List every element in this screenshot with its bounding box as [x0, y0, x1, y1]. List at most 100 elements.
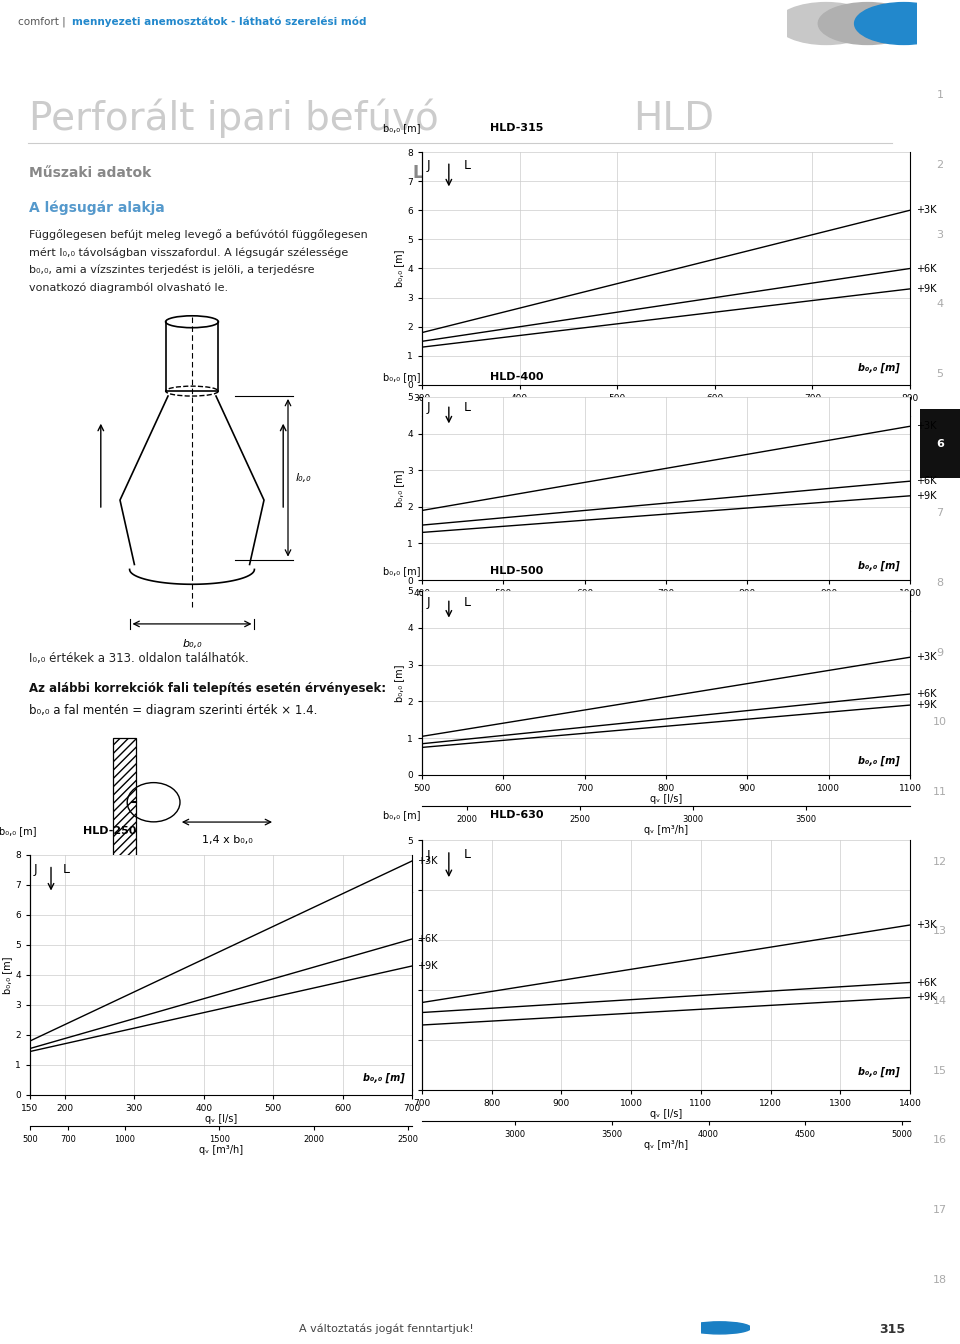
Text: b₀,₀, ami a vízszintes terjedést is jelöli, a terjedésre: b₀,₀, ami a vízszintes terjedést is jelö…	[29, 265, 314, 276]
Text: 15: 15	[933, 1066, 947, 1075]
X-axis label: qᵥ [l/s]: qᵥ [l/s]	[650, 599, 683, 609]
Text: J: J	[427, 848, 430, 862]
Text: +9K: +9K	[916, 700, 936, 710]
Text: 7: 7	[936, 508, 944, 519]
Text: L: L	[464, 595, 470, 609]
Text: Perforált ipari befúvó: Perforált ipari befúvó	[29, 99, 439, 138]
Text: L: L	[464, 402, 470, 414]
Text: 9: 9	[936, 648, 944, 657]
Text: 315: 315	[879, 1322, 905, 1336]
Text: b₀,₀ [m]: b₀,₀ [m]	[858, 755, 900, 766]
Text: J: J	[427, 595, 430, 609]
Text: Függőlegesen befújt meleg levegő a befúvótól függőlegesen: Függőlegesen befújt meleg levegő a befúv…	[29, 228, 368, 241]
Text: J: J	[427, 160, 430, 172]
X-axis label: qᵥ [l/s]: qᵥ [l/s]	[204, 1114, 237, 1125]
Y-axis label: b₀,₀ [m]: b₀,₀ [m]	[3, 956, 12, 993]
Text: 11: 11	[933, 788, 947, 797]
Text: 13: 13	[933, 926, 947, 937]
Text: vonatkozó diagramból olvasható le.: vonatkozó diagramból olvasható le.	[29, 282, 228, 293]
Text: HLD-250: HLD-250	[84, 825, 137, 836]
Bar	[113, 738, 136, 867]
X-axis label: qᵥ [m³/h]: qᵥ [m³/h]	[199, 1145, 243, 1154]
Text: HLD-630: HLD-630	[491, 810, 543, 820]
X-axis label: qᵥ [l/s]: qᵥ [l/s]	[650, 1109, 683, 1120]
Text: +6K: +6K	[417, 934, 437, 943]
Text: 18: 18	[933, 1274, 947, 1285]
Text: 1: 1	[936, 90, 944, 101]
Text: 3: 3	[936, 230, 944, 239]
Text: Műszaki adatok: Műszaki adatok	[29, 167, 151, 180]
X-axis label: qᵥ [m³/h]: qᵥ [m³/h]	[644, 630, 688, 640]
Text: b₀,₀ [m]: b₀,₀ [m]	[383, 124, 420, 133]
Text: 12: 12	[933, 856, 947, 867]
X-axis label: qᵥ [m³/h]: qᵥ [m³/h]	[644, 435, 688, 445]
Y-axis label: b₀,₀ [m]: b₀,₀ [m]	[395, 946, 404, 984]
Text: b₀,₀ [m]: b₀,₀ [m]	[858, 363, 900, 374]
Text: Lindab: Lindab	[749, 1322, 790, 1333]
Text: +9K: +9K	[916, 992, 936, 1003]
Text: b₀,₀ [m]: b₀,₀ [m]	[0, 825, 36, 836]
Text: +6K: +6K	[916, 689, 936, 699]
Circle shape	[854, 3, 953, 44]
Text: b₀,₀ [m]: b₀,₀ [m]	[858, 1067, 900, 1078]
Text: 16: 16	[933, 1136, 947, 1145]
Text: HLD-500: HLD-500	[491, 566, 543, 577]
Text: Légsugár, Függőleges: Légsugár, Függőleges	[413, 164, 616, 183]
Text: mért I₀,₀ távolságban visszafordul. A légsugár szélessége: mért I₀,₀ távolságban visszafordul. A lé…	[29, 247, 348, 258]
Text: L: L	[464, 160, 470, 172]
Text: 5: 5	[936, 370, 944, 379]
Circle shape	[688, 1322, 751, 1333]
Text: I₀,₀ értékek a 313. oldalon találhatók.: I₀,₀ értékek a 313. oldalon találhatók.	[29, 652, 249, 665]
Text: +6K: +6K	[916, 977, 936, 988]
Text: J: J	[427, 402, 430, 414]
Text: b₀,₀ a fal mentén = diagram szerinti érték × 1.4.: b₀,₀ a fal mentén = diagram szerinti ért…	[29, 704, 317, 716]
Text: Az alábbi korrekciók fali telepítés esetén érvényesek:: Az alábbi korrekciók fali telepítés eset…	[29, 681, 386, 695]
Text: b₀,₀ [m]: b₀,₀ [m]	[383, 372, 420, 382]
Text: b₀,₀ [m]: b₀,₀ [m]	[363, 1073, 404, 1083]
Y-axis label: b₀,₀ [m]: b₀,₀ [m]	[395, 250, 404, 288]
Text: A változtatás jogát fenntartjuk!: A változtatás jogát fenntartjuk!	[299, 1324, 473, 1335]
Text: +3K: +3K	[417, 856, 437, 866]
Text: 17: 17	[933, 1206, 947, 1215]
Text: 1,4 x b₀,₀: 1,4 x b₀,₀	[202, 835, 252, 845]
Text: HLD-315: HLD-315	[491, 124, 543, 133]
Circle shape	[672, 1318, 767, 1337]
Circle shape	[818, 3, 917, 44]
Text: 6: 6	[936, 438, 944, 449]
Y-axis label: b₀,₀ [m]: b₀,₀ [m]	[395, 664, 404, 702]
Text: b₀,₀: b₀,₀	[182, 638, 202, 649]
Y-axis label: b₀,₀ [m]: b₀,₀ [m]	[395, 470, 404, 507]
Text: +3K: +3K	[916, 921, 936, 930]
Text: +3K: +3K	[916, 652, 936, 663]
Text: 14: 14	[933, 996, 947, 1005]
Text: +9K: +9K	[916, 491, 936, 501]
Text: L: L	[464, 848, 470, 862]
Text: +3K: +3K	[916, 421, 936, 431]
Text: J: J	[34, 863, 37, 876]
Text: b₀,₀ [m]: b₀,₀ [m]	[383, 810, 420, 820]
Circle shape	[777, 3, 876, 44]
Text: A légsugár alakja: A légsugár alakja	[29, 200, 164, 215]
Text: b₀,₀ [m]: b₀,₀ [m]	[383, 566, 420, 577]
Text: +9K: +9K	[916, 284, 936, 294]
Text: mennyezeti anemosztátok - látható szerelési mód: mennyezeti anemosztátok - látható szerel…	[72, 17, 366, 27]
Text: HLD: HLD	[634, 99, 714, 137]
Text: l₀,₀: l₀,₀	[296, 473, 311, 482]
X-axis label: qᵥ [m³/h]: qᵥ [m³/h]	[644, 1140, 688, 1150]
Text: comfort |: comfort |	[18, 17, 69, 27]
Text: 4: 4	[936, 300, 944, 309]
Text: 8: 8	[936, 578, 944, 587]
X-axis label: qᵥ [l/s]: qᵥ [l/s]	[650, 405, 683, 414]
Text: +9K: +9K	[417, 961, 437, 970]
Text: +6K: +6K	[916, 476, 936, 487]
Text: 10: 10	[933, 718, 947, 727]
Text: 2: 2	[936, 160, 944, 169]
Text: HLD-400: HLD-400	[491, 372, 543, 382]
X-axis label: qᵥ [l/s]: qᵥ [l/s]	[650, 794, 683, 805]
Bar	[920, 409, 960, 478]
Text: b₀,₀ [m]: b₀,₀ [m]	[858, 560, 900, 571]
Text: +6K: +6K	[916, 263, 936, 273]
Text: +3K: +3K	[916, 206, 936, 215]
Text: L: L	[62, 863, 69, 876]
X-axis label: qᵥ [m³/h]: qᵥ [m³/h]	[644, 825, 688, 835]
